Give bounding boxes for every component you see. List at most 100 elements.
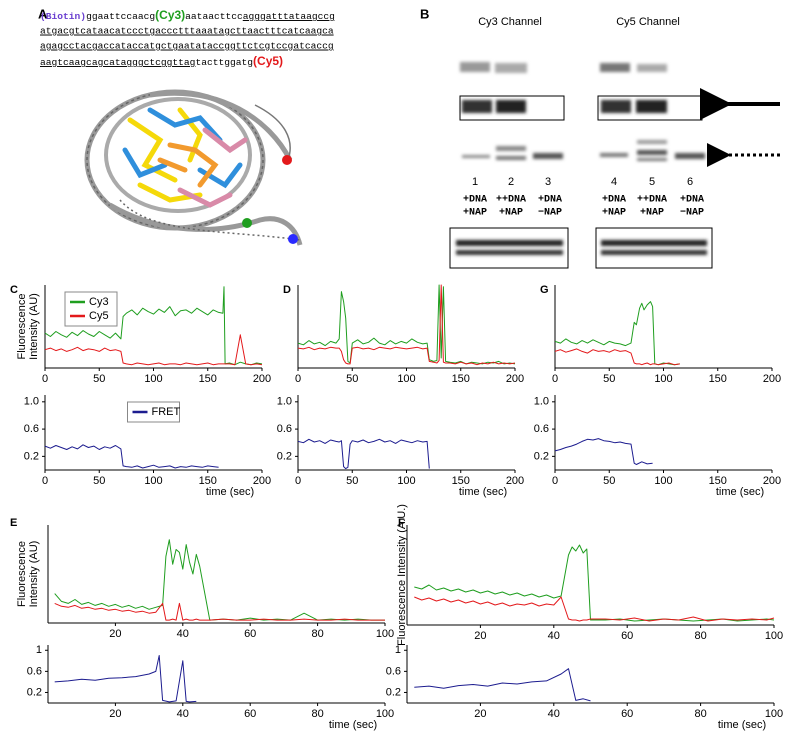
sequence: agggatttataagccg xyxy=(243,11,335,22)
x-tick-label: 50 xyxy=(93,475,105,487)
x-tick-label: 0 xyxy=(42,475,48,487)
trace xyxy=(414,544,775,622)
cy5-tag: (Cy5) xyxy=(253,54,283,68)
x-tick-label: 100 xyxy=(765,630,783,642)
x-tick-label: 150 xyxy=(199,373,217,385)
lane-condition: +NAP xyxy=(463,208,487,219)
trace xyxy=(297,284,516,366)
y-axis-label: Fluorescence Intensity (A.U.) xyxy=(396,504,408,646)
lane-condition: +DNA xyxy=(463,195,487,206)
y-tick-label: 1.0 xyxy=(277,396,292,408)
x-tick-label: 100 xyxy=(376,628,394,640)
legend-label: FRET xyxy=(152,406,181,418)
x-tick-label: 100 xyxy=(144,475,162,487)
sequence: tacttggatg xyxy=(195,57,253,68)
biotin-tag: (Biotin) xyxy=(40,11,86,22)
x-axis-label: time (sec) xyxy=(329,719,377,731)
legend-box xyxy=(127,401,180,423)
x-tick-label: 50 xyxy=(93,373,105,385)
x-tick-label: 150 xyxy=(709,373,727,385)
trace xyxy=(44,286,263,366)
y-tick-label: 0.6 xyxy=(534,423,549,435)
trace xyxy=(554,438,653,465)
lane-number: 5 xyxy=(649,176,655,188)
x-axis-label: time (sec) xyxy=(718,719,766,731)
y-tick-label: 0.2 xyxy=(24,450,39,462)
lane-number: 3 xyxy=(545,176,551,188)
y-axis-label: Fluorescence xyxy=(16,541,28,607)
y-tick-label: 1 xyxy=(36,644,42,656)
sequence: aagtcaagcagcatagggctcggttag xyxy=(40,57,195,68)
x-tick-label: 100 xyxy=(765,708,783,720)
x-tick-label: 150 xyxy=(199,475,217,487)
x-tick-label: 200 xyxy=(253,475,271,487)
y-axis-label: Intensity (AU) xyxy=(28,293,40,360)
x-tick-label: 50 xyxy=(603,475,615,487)
legend-label: Cy5 xyxy=(89,310,109,322)
x-tick-label: 150 xyxy=(452,475,470,487)
x-tick-label: 100 xyxy=(144,373,162,385)
trace xyxy=(44,334,263,366)
lane-labels: 1 2 3 4 5 6 +DNA +NAP ++DNA +NAP +DNA −N… xyxy=(463,176,704,219)
cy3-tag: (Cy3) xyxy=(155,8,185,22)
lane-condition: +NAP xyxy=(640,208,664,219)
lane-number: 1 xyxy=(472,176,478,188)
sequence: aataacttcc xyxy=(185,11,243,22)
panel-label: D xyxy=(283,284,291,296)
panel-label: C xyxy=(10,284,18,296)
panel-label: A xyxy=(38,6,48,21)
lane-condition: +NAP xyxy=(499,208,523,219)
lane-condition: ++DNA xyxy=(496,195,526,206)
lane-condition: +NAP xyxy=(602,208,626,219)
x-tick-label: 80 xyxy=(694,630,706,642)
sequence-line: aagtcaagcagcatagggctcggttagtacttggatg(Cy… xyxy=(40,54,283,68)
x-tick-label: 0 xyxy=(552,475,558,487)
x-tick-label: 80 xyxy=(694,708,706,720)
panel-label: B xyxy=(420,6,429,21)
x-tick-label: 150 xyxy=(452,373,470,385)
biotin-dot xyxy=(288,234,298,244)
panel-label: E xyxy=(10,517,17,529)
lane-condition: −NAP xyxy=(680,208,704,219)
trace xyxy=(44,444,219,469)
lane-condition: +DNA xyxy=(602,195,626,206)
x-tick-label: 200 xyxy=(253,373,271,385)
y-axis-label: Intensity (AU) xyxy=(28,541,40,608)
x-tick-label: 50 xyxy=(346,475,358,487)
panel-label: G xyxy=(540,284,549,296)
lane-number: 6 xyxy=(687,176,693,188)
y-tick-label: 1.0 xyxy=(534,396,549,408)
gel-image xyxy=(456,62,707,255)
trace xyxy=(414,596,775,622)
x-tick-label: 20 xyxy=(109,708,121,720)
y-tick-label: 0.2 xyxy=(534,450,549,462)
cy5-dot xyxy=(282,155,292,165)
lane-condition: −NAP xyxy=(538,208,562,219)
x-tick-label: 40 xyxy=(548,630,560,642)
x-tick-label: 20 xyxy=(474,708,486,720)
y-tick-label: 0.2 xyxy=(277,450,292,462)
nucleosome-structure xyxy=(84,89,303,246)
y-tick-label: 0.6 xyxy=(277,423,292,435)
x-tick-label: 60 xyxy=(621,630,633,642)
loading-box xyxy=(449,227,569,269)
sequence-line: (Biotin)ggaattccaacg(Cy3)aataacttccaggga… xyxy=(40,8,335,22)
x-tick-label: 100 xyxy=(397,475,415,487)
lane-condition: +DNA xyxy=(538,195,562,206)
x-tick-label: 80 xyxy=(311,628,323,640)
x-tick-label: 100 xyxy=(376,708,394,720)
x-tick-label: 60 xyxy=(244,708,256,720)
trace xyxy=(297,438,430,470)
x-tick-label: 0 xyxy=(295,373,301,385)
y-tick-label: 0.6 xyxy=(386,665,401,677)
x-tick-label: 100 xyxy=(654,373,672,385)
trace xyxy=(54,539,385,621)
trace xyxy=(54,655,197,703)
x-tick-label: 200 xyxy=(506,373,524,385)
x-tick-label: 80 xyxy=(311,708,323,720)
y-tick-label: 0.2 xyxy=(27,686,42,698)
x-tick-label: 50 xyxy=(603,373,615,385)
trace xyxy=(297,284,516,365)
x-tick-label: 20 xyxy=(474,630,486,642)
